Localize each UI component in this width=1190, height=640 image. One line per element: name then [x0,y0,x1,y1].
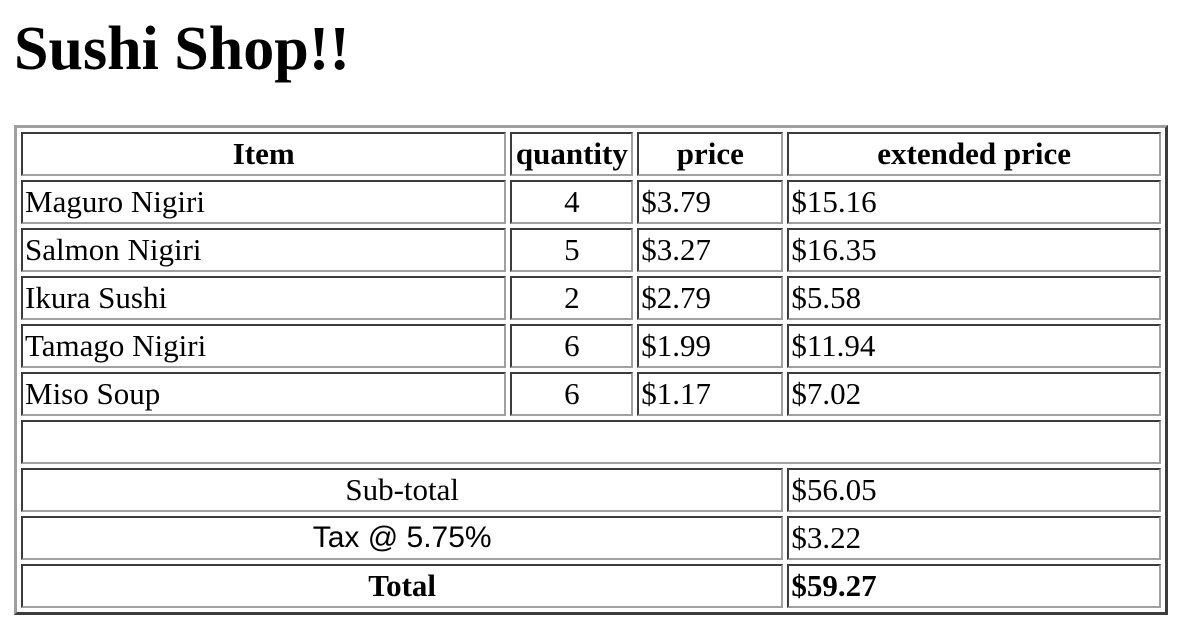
total-label: Total [21,564,784,608]
table-row: Miso Soup 6 $1.17 $7.02 [21,372,1161,416]
empty-cell [21,420,1161,464]
item-cell: Tamago Nigiri [21,324,507,368]
item-cell: Salmon Nigiri [21,228,507,272]
extended-price-cell: $16.35 [787,228,1161,272]
order-table: Item quantity price extended price Magur… [14,125,1168,615]
header-row: Item quantity price extended price [21,132,1161,176]
item-cell: Maguro Nigiri [21,180,507,224]
quantity-cell: 6 [510,324,634,368]
price-cell: $1.99 [637,324,784,368]
header-price: price [637,132,784,176]
header-item: Item [21,132,507,176]
item-cell: Ikura Sushi [21,276,507,320]
price-cell: $2.79 [637,276,784,320]
subtotal-value: $56.05 [787,468,1161,512]
table-row: Ikura Sushi 2 $2.79 $5.58 [21,276,1161,320]
quantity-cell: 5 [510,228,634,272]
price-cell: $1.17 [637,372,784,416]
extended-price-cell: $11.94 [787,324,1161,368]
subtotal-row: Sub-total $56.05 [21,468,1161,512]
price-cell: $3.79 [637,180,784,224]
item-cell: Miso Soup [21,372,507,416]
table-row: Salmon Nigiri 5 $3.27 $16.35 [21,228,1161,272]
tax-value: $3.22 [787,516,1161,560]
total-value: $59.27 [787,564,1161,608]
header-quantity: quantity [510,132,634,176]
price-cell: $3.27 [637,228,784,272]
header-extended-price: extended price [787,132,1161,176]
tax-label: Tax @ 5.75% [21,516,784,560]
total-row: Total $59.27 [21,564,1161,608]
tax-row: Tax @ 5.75% $3.22 [21,516,1161,560]
quantity-cell: 6 [510,372,634,416]
extended-price-cell: $7.02 [787,372,1161,416]
extended-price-cell: $15.16 [787,180,1161,224]
extended-price-cell: $5.58 [787,276,1161,320]
spacer-row [21,420,1161,464]
subtotal-label: Sub-total [21,468,784,512]
quantity-cell: 4 [510,180,634,224]
table-row: Tamago Nigiri 6 $1.99 $11.94 [21,324,1161,368]
page-title: Sushi Shop!! [14,15,351,83]
table-row: Maguro Nigiri 4 $3.79 $15.16 [21,180,1161,224]
quantity-cell: 2 [510,276,634,320]
